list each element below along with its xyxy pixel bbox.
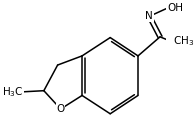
Text: N: N	[146, 11, 153, 21]
Text: CH$_3$: CH$_3$	[172, 34, 194, 48]
Text: O: O	[56, 104, 65, 114]
Text: H$_3$C: H$_3$C	[2, 85, 23, 99]
Text: OH: OH	[167, 3, 183, 13]
